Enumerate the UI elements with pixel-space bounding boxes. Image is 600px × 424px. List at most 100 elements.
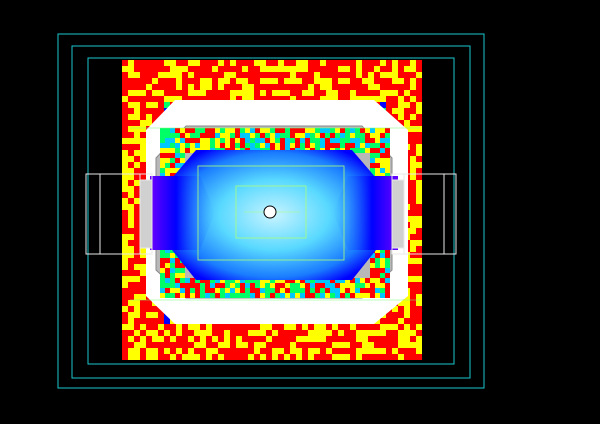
heat-cell — [344, 60, 350, 66]
heat-cell — [200, 324, 206, 330]
heat-cell — [254, 96, 260, 102]
heat-cell — [266, 90, 272, 96]
heat-cell — [218, 66, 224, 72]
heat-cell — [188, 348, 194, 354]
heat-cell — [164, 342, 170, 348]
heat-cell — [140, 354, 146, 360]
inner-heat-cell — [160, 293, 165, 298]
inner-heat-cell — [160, 278, 165, 283]
inner-heat-cell — [305, 293, 310, 298]
right-end-gradient — [333, 176, 398, 250]
heat-cell — [128, 192, 134, 198]
heat-cell — [344, 66, 350, 72]
inner-heat-cell — [330, 288, 335, 293]
inner-heat-cell — [265, 283, 270, 288]
inner-heat-cell — [290, 283, 295, 288]
heat-cell — [212, 96, 218, 102]
heat-cell — [128, 228, 134, 234]
inner-heat-cell — [210, 288, 215, 293]
heat-cell — [194, 330, 200, 336]
heat-cell — [158, 84, 164, 90]
heat-cell — [224, 336, 230, 342]
heat-cell — [182, 78, 188, 84]
heat-cell — [134, 192, 140, 198]
inner-heat-cell — [375, 278, 380, 283]
inner-heat-cell — [310, 288, 315, 293]
heat-cell — [134, 270, 140, 276]
circle-marker[interactable] — [263, 205, 277, 219]
inner-heat-cell — [370, 163, 375, 168]
heat-cell — [374, 324, 380, 330]
heat-cell — [242, 336, 248, 342]
heat-cell — [410, 150, 416, 156]
inner-heat-cell — [240, 278, 245, 283]
inner-heat-cell — [315, 288, 320, 293]
heat-cell — [416, 348, 422, 354]
inner-heat-cell — [280, 278, 285, 283]
heat-cell — [194, 60, 200, 66]
heat-cell — [416, 144, 422, 150]
heat-cell — [404, 312, 410, 318]
heat-cell — [278, 342, 284, 348]
heat-cell — [134, 348, 140, 354]
heat-cell — [134, 216, 140, 222]
heat-cell — [134, 324, 140, 330]
inner-heat-cell — [375, 158, 380, 163]
inner-heat-cell — [165, 163, 170, 168]
heat-cell — [146, 78, 152, 84]
inner-heat-cell — [200, 293, 205, 298]
heat-cell — [122, 264, 128, 270]
heat-cell — [140, 168, 146, 174]
inner-heat-cell — [340, 128, 345, 133]
heat-cell — [356, 354, 362, 360]
heat-cell — [392, 330, 398, 336]
heat-cell — [410, 126, 416, 132]
heat-cell — [158, 348, 164, 354]
heat-cell — [416, 258, 422, 264]
inner-heat-cell — [265, 138, 270, 143]
heat-cell — [128, 336, 134, 342]
heat-cell — [140, 312, 146, 318]
heat-cell — [386, 102, 392, 108]
heat-cell — [122, 240, 128, 246]
heat-cell — [122, 348, 128, 354]
heat-cell — [188, 354, 194, 360]
inner-heat-cell — [250, 133, 255, 138]
heat-cell — [152, 330, 158, 336]
heat-cell — [416, 318, 422, 324]
heat-cell — [128, 354, 134, 360]
heat-cell — [134, 264, 140, 270]
heat-cell — [302, 348, 308, 354]
heat-cell — [146, 102, 152, 108]
inner-heat-cell — [300, 128, 305, 133]
inner-heat-cell — [200, 128, 205, 133]
inner-heat-cell — [250, 278, 255, 283]
inner-heat-cell — [360, 278, 365, 283]
heat-cell — [122, 354, 128, 360]
inner-heat-cell — [260, 138, 265, 143]
inner-heat-cell — [355, 283, 360, 288]
inner-heat-cell — [370, 158, 375, 163]
inner-heat-cell — [200, 288, 205, 293]
inner-heat-cell — [345, 143, 350, 148]
heat-cell — [278, 324, 284, 330]
heat-cell — [350, 60, 356, 66]
inner-heat-cell — [205, 128, 210, 133]
heat-cell — [140, 282, 146, 288]
heat-cell — [188, 336, 194, 342]
heat-cell — [212, 348, 218, 354]
heat-cell — [134, 120, 140, 126]
heat-cell — [134, 240, 140, 246]
inner-heat-cell — [245, 283, 250, 288]
heat-cell — [332, 336, 338, 342]
inner-heat-cell — [200, 133, 205, 138]
inner-heat-cell — [220, 138, 225, 143]
inner-heat-cell — [210, 283, 215, 288]
inner-heat-cell — [170, 128, 175, 133]
heat-cell — [308, 336, 314, 342]
heat-cell — [362, 324, 368, 330]
inner-heat-cell — [280, 133, 285, 138]
heat-cell — [242, 90, 248, 96]
heat-cell — [344, 324, 350, 330]
